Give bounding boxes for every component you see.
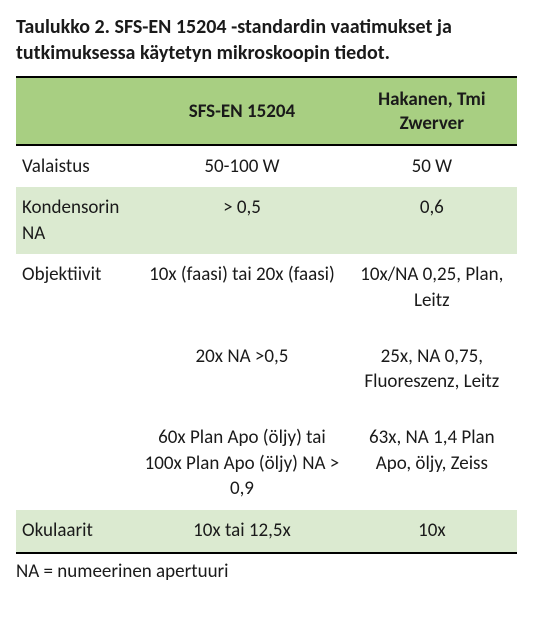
table-cell: Okulaarit	[16, 510, 137, 553]
table-cell: Objektiivit	[16, 254, 137, 321]
table-row: Kondensorin NA> 0,50,6	[16, 187, 517, 254]
table-row: 60x Plan Apo (öljy) tai 100x Plan Apo (ö…	[16, 403, 517, 510]
table-cell	[16, 403, 137, 510]
header-row: SFS-EN 15204 Hakanen, Tmi Zwerver	[16, 77, 517, 145]
table-cell: 10x/NA 0,25, Plan, Leitz	[347, 254, 517, 321]
table-body: Valaistus50-100 W50 WKondensorin NA> 0,5…	[16, 145, 517, 553]
table-cell: 50-100 W	[137, 145, 346, 188]
comparison-table: SFS-EN 15204 Hakanen, Tmi Zwerver Valais…	[16, 76, 517, 554]
table-row: Objektiivit10x (faasi) tai 20x (faasi)10…	[16, 254, 517, 321]
table-cell: 63x, NA 1,4 Plan Apo, öljy, Zeiss	[347, 403, 517, 510]
table-cell: 20x NA >0,5	[137, 322, 346, 403]
table-cell: 10x	[347, 510, 517, 553]
table-caption: Taulukko 2. SFS-EN 15204 -standardin vaa…	[16, 14, 517, 66]
table-cell: 60x Plan Apo (öljy) tai 100x Plan Apo (ö…	[137, 403, 346, 510]
table-cell: 10x tai 12,5x	[137, 510, 346, 553]
table-row: 20x NA >0,525x, NA 0,75, Fluoreszenz, Le…	[16, 322, 517, 403]
table-cell: 0,6	[347, 187, 517, 254]
table-footnote: NA = numeerinen apertuuri	[16, 560, 517, 583]
table-cell: Kondensorin NA	[16, 187, 137, 254]
col-header-0	[16, 77, 137, 145]
table-cell: 25x, NA 0,75, Fluoreszenz, Leitz	[347, 322, 517, 403]
table-row: Okulaarit10x tai 12,5x10x	[16, 510, 517, 553]
table-row: Valaistus50-100 W50 W	[16, 145, 517, 188]
table-cell: > 0,5	[137, 187, 346, 254]
table-cell: 50 W	[347, 145, 517, 188]
col-header-1: SFS-EN 15204	[137, 77, 346, 145]
col-header-2: Hakanen, Tmi Zwerver	[347, 77, 517, 145]
table-cell	[16, 322, 137, 403]
table-cell: 10x (faasi) tai 20x (faasi)	[137, 254, 346, 321]
table-cell: Valaistus	[16, 145, 137, 188]
